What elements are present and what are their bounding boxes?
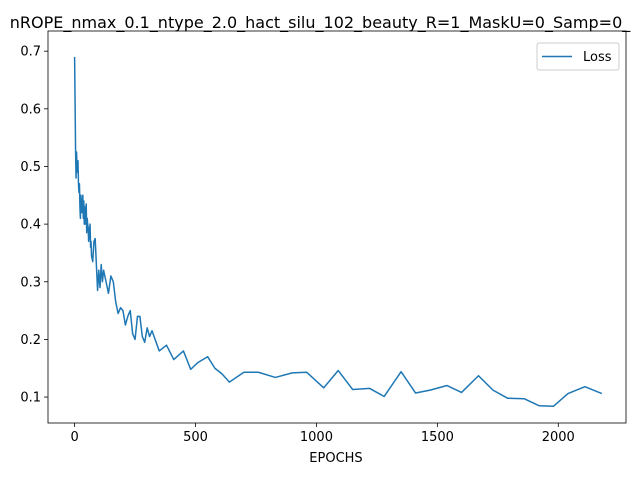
x-tick-label: 1500 [421,430,454,445]
y-tick-label: 0.2 [20,333,41,348]
y-tick-label: 0.4 [20,218,41,233]
legend-box [536,42,620,71]
x-tick-label: 500 [183,430,208,445]
y-tick-label: 0.3 [20,275,41,290]
y-tick-label: 0.1 [20,391,41,406]
plot-frame [47,30,627,424]
y-axis-ticks: 0.1 0.2 0.3 0.4 0.5 0.6 0.7 [20,45,48,406]
x-axis-label: EPOCHS [309,451,362,466]
x-tick-label: 2000 [542,430,575,445]
x-axis-ticks: 0 500 1000 1500 2000 [70,423,575,445]
x-tick-label: 1000 [300,430,333,445]
y-tick-label: 0.6 [20,102,41,117]
plot-area [73,56,603,408]
y-tick-label: 0.5 [20,160,41,175]
x-tick-label: 0 [70,430,78,445]
series-line-loss [73,56,603,408]
legend: Loss [536,42,620,71]
chart-title: nROPE_nmax_0.1_ntype_2.0_hact_silu_102_b… [10,13,631,33]
legend-label-loss: Loss [583,50,612,65]
y-tick-label: 0.7 [20,45,41,60]
